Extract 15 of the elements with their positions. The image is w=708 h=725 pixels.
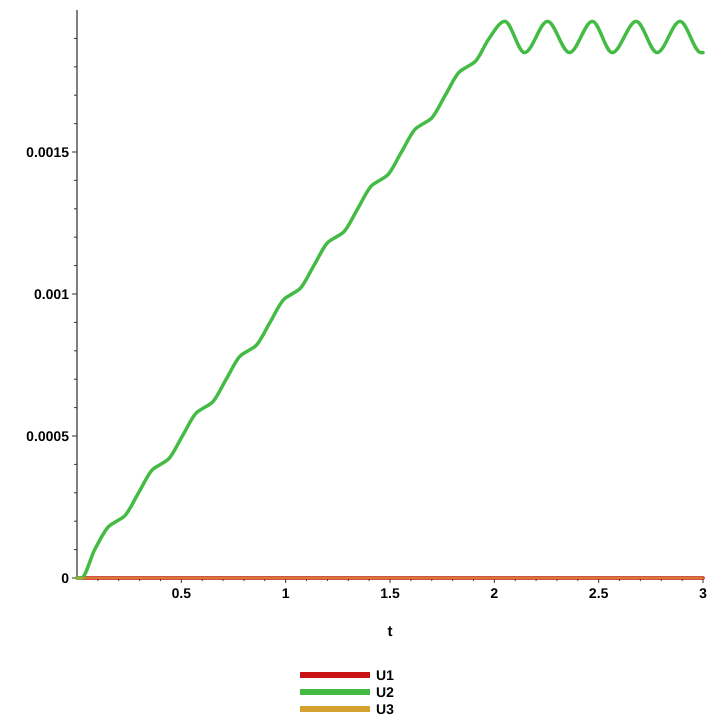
y-tick-label: 0.001 xyxy=(34,286,70,302)
x-tick-label: 2.5 xyxy=(588,585,609,601)
y-tick-label: 0.0005 xyxy=(26,428,70,444)
x-axis-title: t xyxy=(388,623,392,640)
x-tick-label: 2 xyxy=(490,585,498,601)
x-tick-label: 0.5 xyxy=(172,585,192,601)
legend-label: U3 xyxy=(376,700,394,717)
y-tick-label: 0.0015 xyxy=(26,144,70,160)
legend-label: U2 xyxy=(376,684,394,700)
x-tick-label: 1 xyxy=(282,585,290,601)
x-tick-label: 1.5 xyxy=(380,585,400,601)
x-tick-label: 3 xyxy=(699,585,708,601)
line-series xyxy=(75,20,705,580)
y-tick-label: 0 xyxy=(61,570,70,586)
legend-label: U1 xyxy=(376,666,394,683)
